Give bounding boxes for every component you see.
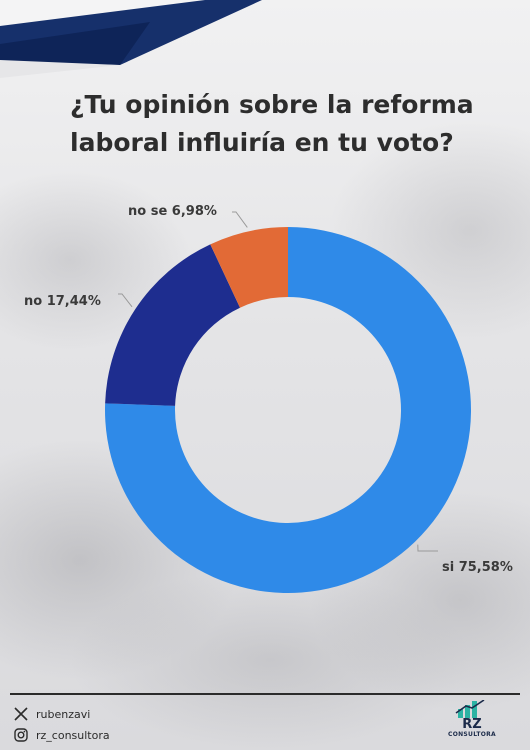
- donut-slice-si: [104, 227, 472, 593]
- logo-text: RZ: [462, 717, 482, 732]
- data-label-no-se: no se 6,98%: [128, 204, 217, 219]
- data-label-si: si 75,58%: [442, 560, 513, 575]
- chart-title: ¿Tu opinión sobre la reforma laboral inf…: [70, 90, 474, 157]
- donut-slice-no: [105, 244, 241, 406]
- rz-consultora-logo: RZ CONSULTORA: [444, 700, 500, 748]
- data-label-no: no 17,44%: [24, 294, 101, 309]
- instagram-handle: rz_consultora: [36, 728, 110, 742]
- twitter-contact[interactable]: rubenzavi: [14, 707, 90, 721]
- twitter-handle: rubenzavi: [36, 707, 91, 721]
- footer-divider: [10, 693, 520, 695]
- leader-line-si: [417, 544, 438, 552]
- instagram-icon: [14, 728, 28, 742]
- leader-line-no-se: [232, 211, 248, 228]
- instagram-contact[interactable]: rz_consultora: [14, 728, 110, 742]
- x-logo-icon: [14, 707, 28, 721]
- logo-bars-icon: [455, 700, 485, 718]
- logo-subtext: CONSULTORA: [447, 731, 496, 738]
- donut-slice-no-se: [210, 227, 288, 308]
- top-decoration: [0, 0, 262, 78]
- donut-chart: si 75,58% no 17,44% no se 6,98%: [24, 204, 513, 593]
- leader-line-no: [118, 293, 133, 308]
